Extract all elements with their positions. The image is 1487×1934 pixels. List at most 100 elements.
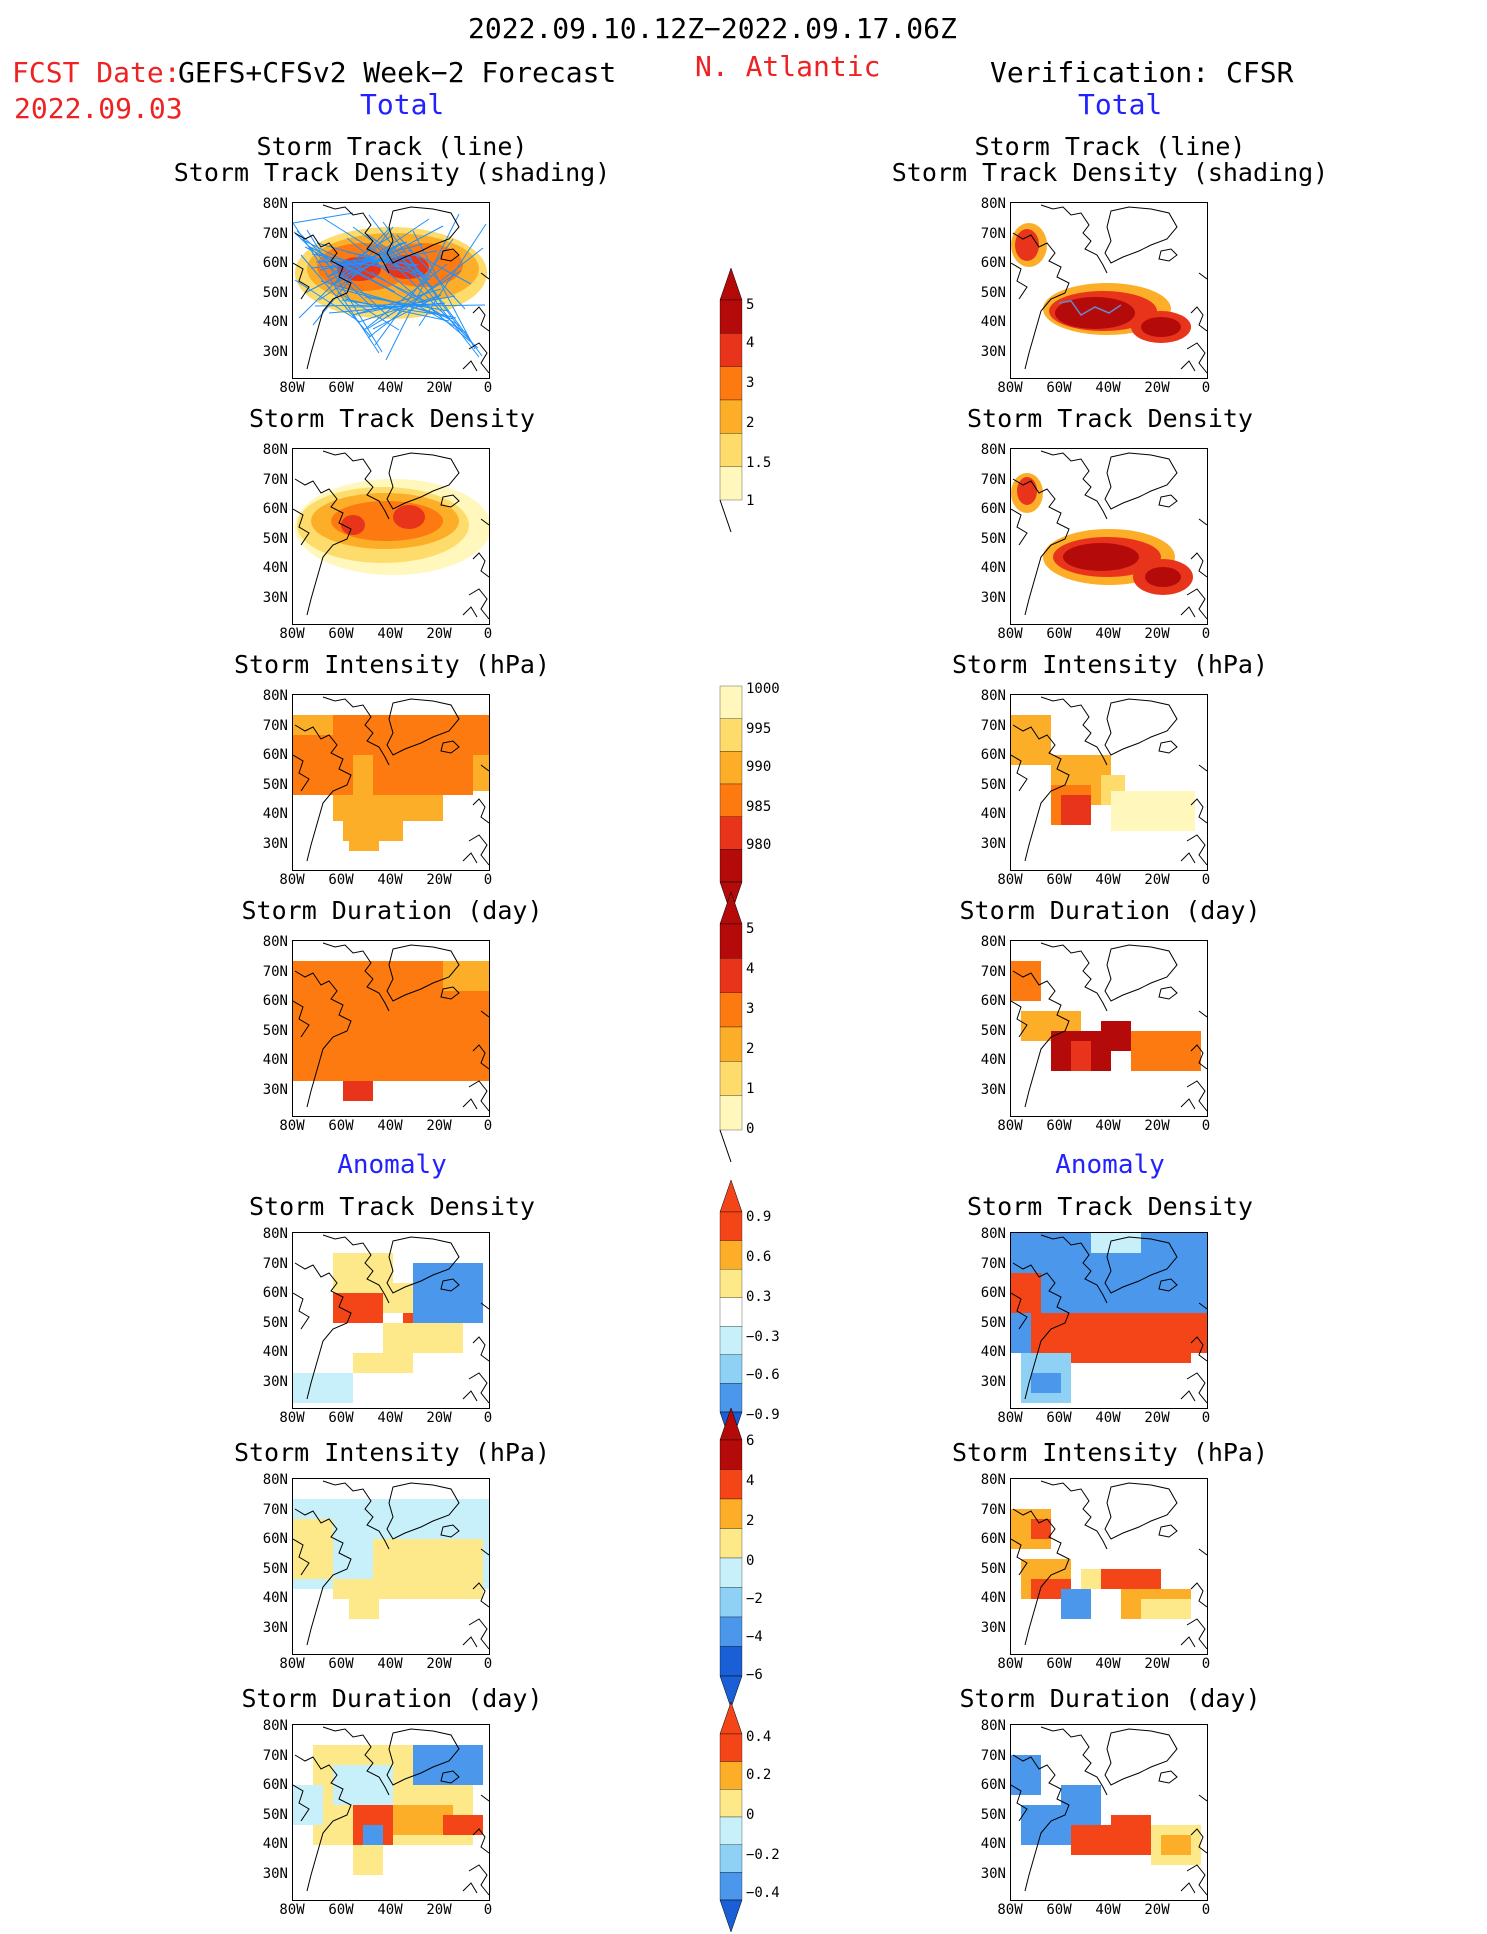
colorbar-label-density-anom: −0.3 [746,1329,780,1345]
lon-tick-track-right: 0 [1201,380,1211,396]
lat-tick-anom-duration-right: 80N [980,1718,1006,1734]
lon-tick-intensity-left: 40W [377,872,403,888]
colorbar-label-density-anom: −0.6 [746,1367,780,1383]
lon-tick-anom-duration-left: 0 [483,1902,493,1918]
colorbar-label-density-total: 1 [746,493,755,509]
lat-tick-density-right: 70N [980,471,1006,488]
lat-tick-intensity-left: 50N [262,776,288,793]
title-anom-density-left: Storm Track Density [249,1192,535,1221]
lon-tick-anom-duration-right: 60W [1046,1902,1072,1918]
lat-tick-duration-right: 50N [980,1022,1006,1039]
colorbar-label-intensity-total: 990 [746,759,772,775]
colorbar-density-total [719,267,743,533]
lat-tick-duration-left: 50N [262,1022,288,1039]
lon-tick-intensity-right: 80W [997,872,1023,888]
lon-tick-track-right: 80W [997,380,1023,396]
colorbar-density-anom [719,1179,743,1445]
lon-tick-anom-intensity-right: 40W [1095,1656,1121,1672]
lon-tick-track-right: 40W [1095,380,1121,396]
colorbar-label-intensity-anom: 0 [746,1553,755,1569]
lat-tick-track-right: 70N [980,225,1006,242]
lat-tick-anom-density-left: 60N [262,1285,288,1301]
lon-tick-density-left: 0 [483,626,493,642]
lon-tick-anom-density-left: 60W [328,1410,354,1426]
lat-tick-density-left: 70N [262,471,288,488]
map-anom-density-right [1010,1232,1208,1409]
lon-tick-anom-density-left: 20W [426,1410,452,1426]
lat-tick-duration-left: 60N [262,993,288,1009]
lat-tick-intensity-right: 50N [980,776,1006,793]
colorbar-label-duration-total: 2 [746,1041,755,1057]
lat-tick-track-right: 30N [980,343,1006,360]
lon-tick-intensity-right: 40W [1095,872,1121,888]
lon-tick-density-left: 40W [377,626,403,642]
lat-tick-density-left: 30N [262,589,288,606]
colorbar-duration-total [719,891,743,1163]
colorbar-label-density-anom: 0.3 [746,1289,772,1305]
colorbar-label-duration-total: 3 [746,1001,755,1017]
colorbar-label-intensity-anom: −4 [746,1629,763,1645]
lat-tick-duration-right: 40N [980,1052,1006,1068]
lon-tick-track-left: 60W [328,380,354,396]
lat-tick-density-left: 60N [262,501,288,517]
lat-tick-anom-intensity-right: 40N [980,1590,1006,1606]
lon-tick-duration-left: 40W [377,1118,403,1134]
lon-tick-anom-intensity-left: 20W [426,1656,452,1672]
lat-tick-density-left: 40N [262,560,288,576]
lat-tick-anom-intensity-right: 30N [980,1619,1006,1636]
colorbar-label-duration-total: 4 [746,961,755,977]
lon-tick-anom-density-right: 60W [1046,1410,1072,1426]
colorbar-label-intensity-anom: −6 [746,1667,763,1683]
lon-tick-anom-duration-left: 20W [426,1902,452,1918]
title-intensity-left: Storm Intensity (hPa) [233,650,551,679]
lon-tick-anom-duration-left: 60W [328,1902,354,1918]
colorbar-label-intensity-total: 995 [746,721,772,737]
title-track-line-left: Storm Track (line) [256,132,528,161]
lon-tick-duration-left: 60W [328,1118,354,1134]
colorbar-label-density-total: 5 [746,297,755,313]
lat-tick-intensity-right: 30N [980,835,1006,852]
title-track-shading-left: Storm Track Density (shading) [173,158,611,187]
lat-tick-anom-intensity-left: 50N [262,1560,288,1577]
title-anom-duration-left: Storm Duration (day) [241,1684,543,1713]
lat-tick-anom-density-right: 40N [980,1344,1006,1360]
lon-tick-duration-right: 0 [1201,1118,1211,1134]
lon-tick-anom-intensity-right: 60W [1046,1656,1072,1672]
lat-tick-duration-left: 30N [262,1081,288,1098]
lon-tick-anom-density-left: 0 [483,1410,493,1426]
lat-tick-intensity-right: 80N [980,688,1006,704]
section-anomaly-right: Anomaly [1055,1150,1165,1180]
lon-tick-intensity-left: 0 [483,872,493,888]
title-track-line-right: Storm Track (line) [974,132,1246,161]
lon-tick-anom-density-right: 80W [997,1410,1023,1426]
lon-tick-anom-intensity-left: 80W [279,1656,305,1672]
lat-tick-anom-density-right: 50N [980,1314,1006,1331]
lon-tick-duration-left: 20W [426,1118,452,1134]
colorbar-label-duration-total: 1 [746,1081,755,1097]
lon-tick-duration-left: 0 [483,1118,493,1134]
colorbar-label-density-total: 3 [746,375,755,391]
lat-tick-anom-density-left: 30N [262,1373,288,1390]
map-intensity-left [292,694,490,871]
map-anom-intensity-right [1010,1478,1208,1655]
lat-tick-anom-duration-right: 40N [980,1836,1006,1852]
map-duration-left [292,940,490,1117]
colorbar-label-duration-anom: −0.2 [746,1847,780,1863]
lat-tick-anom-duration-right: 70N [980,1747,1006,1764]
lon-tick-duration-right: 80W [997,1118,1023,1134]
lon-tick-intensity-right: 20W [1144,872,1170,888]
title-density-right: Storm Track Density [967,404,1253,433]
colorbar-label-density-anom: 0.6 [746,1249,772,1265]
lat-tick-anom-intensity-left: 70N [262,1501,288,1518]
lat-tick-density-right: 60N [980,501,1006,517]
colorbar-label-density-anom: −0.9 [746,1407,780,1423]
lat-tick-anom-duration-right: 30N [980,1865,1006,1882]
lat-tick-density-right: 40N [980,560,1006,576]
lat-tick-intensity-right: 40N [980,806,1006,822]
lat-tick-duration-right: 60N [980,993,1006,1009]
title-anom-duration-right: Storm Duration (day) [959,1684,1261,1713]
lon-tick-anom-duration-right: 0 [1201,1902,1211,1918]
lat-tick-anom-density-left: 70N [262,1255,288,1272]
lon-tick-intensity-left: 60W [328,872,354,888]
lat-tick-anom-density-left: 50N [262,1314,288,1331]
